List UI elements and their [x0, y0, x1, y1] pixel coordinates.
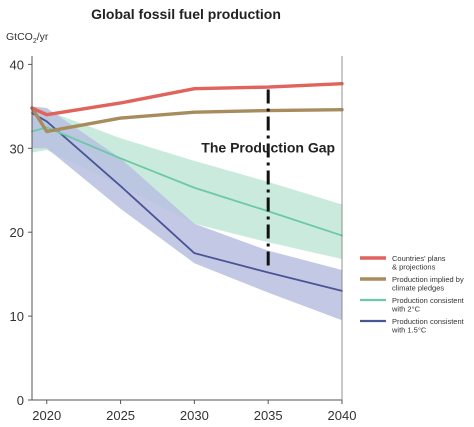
y-tick-label: 30	[10, 141, 24, 156]
legend-label-series-3: Production consistent	[392, 317, 465, 326]
band-series-3	[32, 106, 342, 321]
legend-label-series-2: with 2°C	[391, 305, 421, 314]
legend-label-series-1: Production implied by	[392, 275, 464, 284]
line-series-1	[30, 106, 344, 134]
y-tick-label: 10	[10, 309, 24, 324]
y-tick-label: 20	[10, 225, 24, 240]
y-axis-label: GtCO2/yr	[6, 31, 49, 45]
line-series-0	[30, 81, 344, 117]
y-axis-label-tail: /yr	[37, 31, 49, 43]
plot-area	[30, 81, 344, 321]
x-tick-label: 2040	[328, 408, 357, 423]
production-gap-label: The Production Gap	[201, 139, 335, 155]
legend: Countries' plans& projections Production …	[360, 254, 465, 335]
line-series-3	[31, 112, 343, 292]
legend-label-series-1: climate pledges	[392, 284, 444, 293]
legend-label-series-2: Production consistent	[392, 296, 465, 305]
y-axis-label-subscript: 2	[33, 38, 37, 45]
x-tick-label: 2030	[180, 408, 209, 423]
legend-label-series-3: with 1.5°C	[391, 326, 427, 335]
production-gap-annotation: The Production Gap	[201, 89, 335, 270]
chart-title: Global fossil fuel production	[91, 6, 281, 22]
x-tick-label: 2025	[106, 408, 135, 423]
x-tick-label: 2020	[32, 408, 61, 423]
y-tick-label: 0	[17, 393, 24, 408]
x-tick-label: 2035	[254, 408, 283, 423]
y-axis-label-main: GtCO	[6, 31, 33, 43]
legend-label-series-0: & projections	[392, 263, 436, 272]
legend-label-series-0: Countries' plans	[392, 254, 446, 263]
band-series-2	[32, 108, 342, 260]
y-tick-label: 40	[10, 57, 24, 72]
